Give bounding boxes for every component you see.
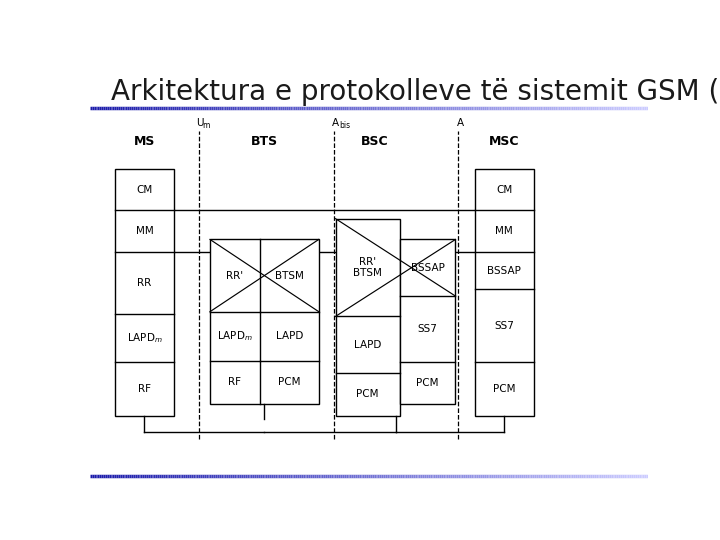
Text: MM: MM	[135, 226, 153, 236]
Text: MS: MS	[133, 135, 155, 148]
Text: RR': RR'	[226, 271, 243, 281]
Text: BSSAP: BSSAP	[410, 263, 444, 273]
Text: LAPD: LAPD	[276, 332, 303, 341]
Text: m: m	[202, 120, 210, 130]
Text: RF: RF	[228, 377, 241, 387]
Text: U: U	[196, 118, 204, 128]
Text: SS7: SS7	[418, 324, 438, 334]
Text: bis: bis	[339, 120, 350, 130]
Text: CM: CM	[136, 185, 153, 194]
Bar	[115, 168, 174, 416]
Text: MM: MM	[495, 226, 513, 236]
Bar	[400, 239, 456, 404]
Text: PCM: PCM	[493, 384, 516, 394]
Text: LAPD$_m$: LAPD$_m$	[217, 329, 253, 343]
Text: MSC: MSC	[489, 135, 519, 148]
Text: PCM: PCM	[416, 378, 439, 388]
Bar	[336, 219, 400, 416]
Text: RR: RR	[138, 278, 151, 288]
Text: BSSAP: BSSAP	[487, 266, 521, 276]
Bar	[475, 168, 534, 416]
Text: BTSM: BTSM	[275, 271, 304, 281]
Text: CM: CM	[496, 185, 513, 194]
Text: A: A	[332, 118, 339, 128]
Text: Arkitektura e protokolleve të sistemit GSM (1): Arkitektura e protokolleve të sistemit G…	[111, 78, 720, 106]
Text: A: A	[457, 118, 464, 128]
Text: SS7: SS7	[495, 321, 514, 330]
Text: RR'
BTSM: RR' BTSM	[354, 256, 382, 278]
Text: LAPD$_m$: LAPD$_m$	[127, 331, 162, 345]
Text: RF: RF	[138, 384, 151, 394]
Text: BTS: BTS	[251, 135, 278, 148]
Text: BSC: BSC	[361, 135, 388, 148]
Text: LAPD: LAPD	[354, 340, 382, 349]
Bar	[210, 239, 319, 404]
Text: PCM: PCM	[278, 377, 301, 387]
Text: PCM: PCM	[356, 389, 379, 400]
